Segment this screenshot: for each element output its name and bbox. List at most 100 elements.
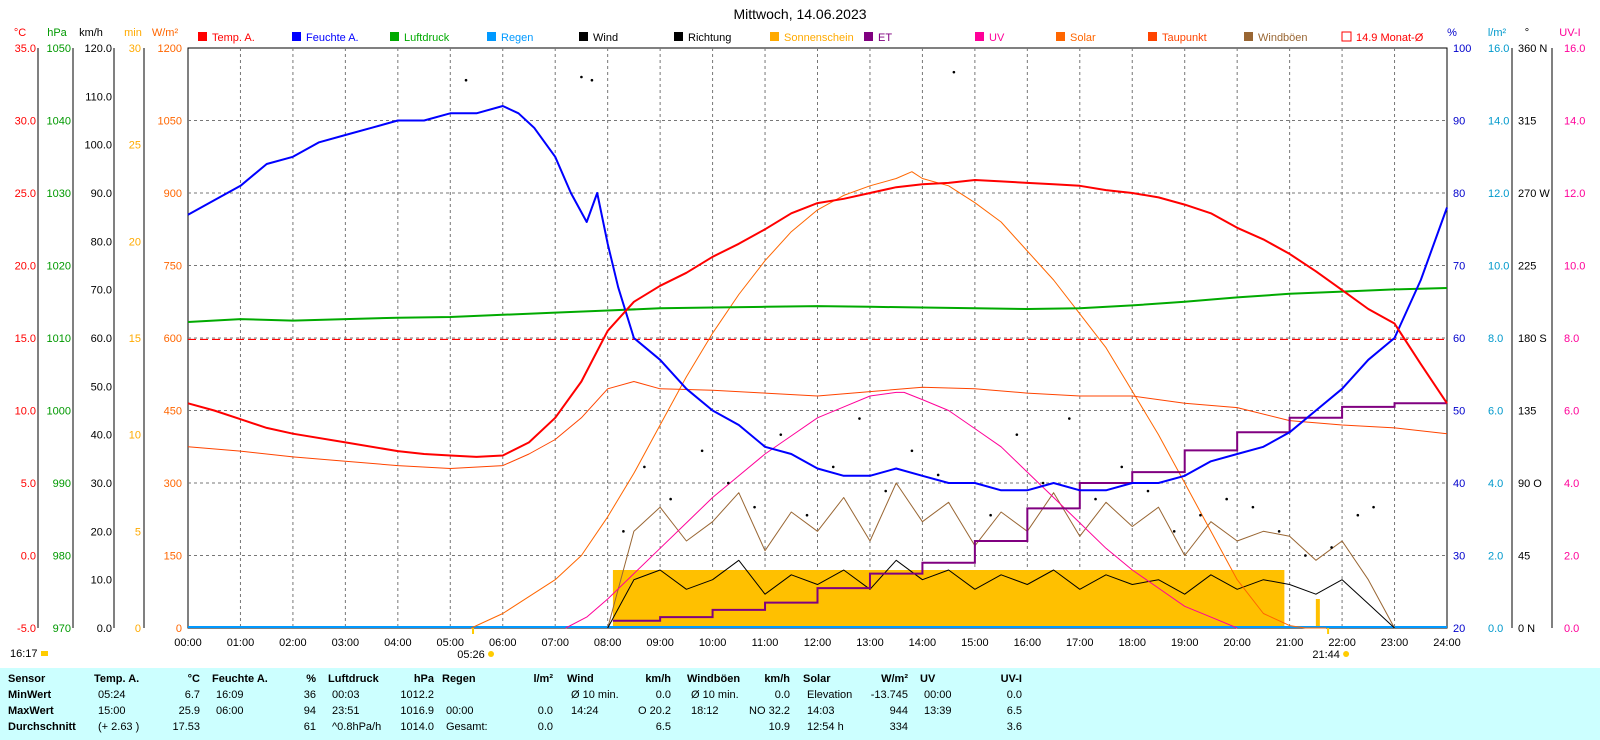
- x-tick-label: 04:00: [384, 637, 412, 649]
- direction-point: [590, 78, 594, 82]
- legend-label: UV: [989, 32, 1005, 44]
- stats-cell-time: Ø 10 min.: [691, 689, 739, 701]
- stats-cell-time: 05:24: [98, 689, 126, 701]
- direction-point: [884, 489, 887, 493]
- legend-label: Richtung: [688, 32, 731, 44]
- stats-header-unit: l/m²: [533, 673, 553, 685]
- temp-tick-label: 0.0: [21, 551, 36, 563]
- direction-point: [1356, 513, 1360, 517]
- stats-cell-value: -13.745: [870, 689, 908, 701]
- humidity-tick-label: 100: [1453, 43, 1471, 55]
- humidity-tick-label: 60: [1453, 333, 1465, 345]
- x-axis: 00:00 01:00 02:00 03:00 04:00 05:00 06:00 07:00…: [10, 628, 1461, 661]
- x-tick-label: 18:00: [1118, 637, 1146, 649]
- x-tick-label: 13:00: [856, 637, 884, 649]
- wind-tick-label: 50.0: [91, 381, 112, 393]
- direction-point: [1015, 433, 1019, 436]
- stats-cell-time: 14:24: [571, 705, 599, 717]
- wind-tick-label: 80.0: [91, 236, 112, 248]
- direction-point: [1330, 546, 1333, 549]
- stats-cell-value: NO 32.2: [749, 705, 790, 717]
- direction-point: [1304, 554, 1307, 557]
- temp-tick-label: 5.0: [21, 478, 36, 490]
- temp-tick-label: 35.0: [15, 43, 36, 55]
- solar-tick-label: 1050: [158, 116, 182, 128]
- stats-header: Temp. A.: [94, 673, 140, 685]
- stats-cell-time: 00:03: [332, 689, 360, 701]
- direction-point: [700, 449, 704, 453]
- solar-series: [471, 171, 1327, 629]
- legend-label: Taupunkt: [1162, 32, 1207, 44]
- weather-chart: Mittwoch, 14.06.2023 Temp. A. Feuchte A. L…: [10, 6, 1585, 661]
- temp-tick-label: 20.0: [15, 261, 36, 273]
- x-tick-label: 23:00: [1381, 637, 1409, 649]
- x-tick-label: 07:00: [541, 637, 569, 649]
- gust-series: [607, 482, 1395, 629]
- stats-header: Solar: [803, 673, 831, 685]
- stats-header: Feuchte A.: [212, 673, 268, 685]
- legend-swatch: [674, 32, 683, 41]
- direction-point: [1251, 505, 1255, 509]
- stats-cell-time: 12:54 h: [807, 721, 844, 733]
- stats-cell-value: 0.0: [537, 705, 553, 717]
- legend-label: Solar: [1070, 32, 1096, 44]
- direction-tick-label: 90 O: [1518, 478, 1542, 490]
- direction-point: [1172, 530, 1176, 533]
- x-tick-label: 19:00: [1171, 637, 1199, 649]
- solar-tick-label: 900: [164, 188, 182, 200]
- solar-axis-unit: W/m²: [152, 27, 179, 39]
- sunmin-axis-unit: min: [124, 27, 142, 39]
- direction-point: [1120, 465, 1124, 469]
- wind-tick-label: 60.0: [91, 333, 112, 345]
- legend-label: Sonnenschein: [784, 32, 854, 44]
- direction-point: [805, 513, 809, 517]
- sunmin-tick-label: 10: [129, 430, 141, 442]
- x-tick-label: 10:00: [699, 637, 727, 649]
- legend-swatch: [390, 32, 399, 41]
- rain-tick-label: 0.0: [1488, 623, 1503, 635]
- direction-point: [464, 78, 468, 82]
- pressure-tick-label: 1030: [47, 188, 71, 200]
- stats-cell-time: 00:00: [924, 689, 952, 701]
- uv-tick-label: 14.0: [1564, 116, 1585, 128]
- stats-header-unit: W/m²: [881, 673, 908, 685]
- x-tick-label: 01:00: [227, 637, 255, 649]
- direction-tick-label: 135: [1518, 406, 1536, 418]
- stats-cell-value: 0.0: [774, 689, 790, 701]
- legend-swatch: [770, 32, 779, 41]
- wind-tick-label: 40.0: [91, 430, 112, 442]
- wind-tick-label: 0.0: [97, 623, 112, 635]
- temp-tick-label: 30.0: [15, 116, 36, 128]
- stats-cell-value: 334: [889, 721, 908, 733]
- sunmin-tick-label: 20: [129, 236, 141, 248]
- stats-cell-value: 6.7: [184, 689, 200, 701]
- direction-point: [779, 433, 783, 436]
- stats-header: UV: [920, 673, 936, 685]
- humidity-tick-label: 80: [1453, 188, 1465, 200]
- humidity-tick-label: 90: [1453, 116, 1465, 128]
- legend-swatch: [864, 32, 873, 41]
- uv-series: [565, 391, 1238, 629]
- direction-point: [1225, 497, 1228, 501]
- pressure-tick-label: 970: [53, 623, 71, 635]
- temp-tick-label: 10.0: [15, 406, 36, 418]
- left-axes: °C -5.0 0.0 5.0 10.0 15.0 20.0 25.0 30.0 35.0 hPa 9…: [14, 27, 182, 635]
- direction-tick-label: 45: [1518, 551, 1530, 563]
- pressure-axis-unit: hPa: [47, 27, 67, 39]
- legend-swatch: [579, 32, 588, 41]
- stats-cell-time: 14:03: [807, 705, 835, 717]
- stats-panel: Sensor Temp. A. °C Feuchte A.% Luftdruck hPa R…: [0, 668, 1600, 740]
- temp-tick-label: 15.0: [15, 333, 36, 345]
- x-tick-label: 22:00: [1328, 637, 1356, 649]
- direction-point: [936, 473, 940, 477]
- pressure-tick-label: 1020: [47, 261, 71, 273]
- stats-cell-time: 15:00: [98, 705, 126, 717]
- rain-tick-label: 8.0: [1488, 333, 1503, 345]
- wind-tick-label: 100.0: [84, 140, 112, 152]
- stats-cell-value: 6.5: [655, 721, 671, 733]
- direction-point: [1094, 497, 1097, 501]
- right-axes: % 20 30 40 50 60 70 80 90 100 l/m² 0.0 2.0 4.0 6.0 8.0 1…: [1447, 27, 1585, 635]
- wind-tick-label: 10.0: [91, 575, 112, 587]
- stats-cell-value: O 20.2: [637, 705, 671, 717]
- stats-cell-value: 0.0: [1006, 689, 1022, 701]
